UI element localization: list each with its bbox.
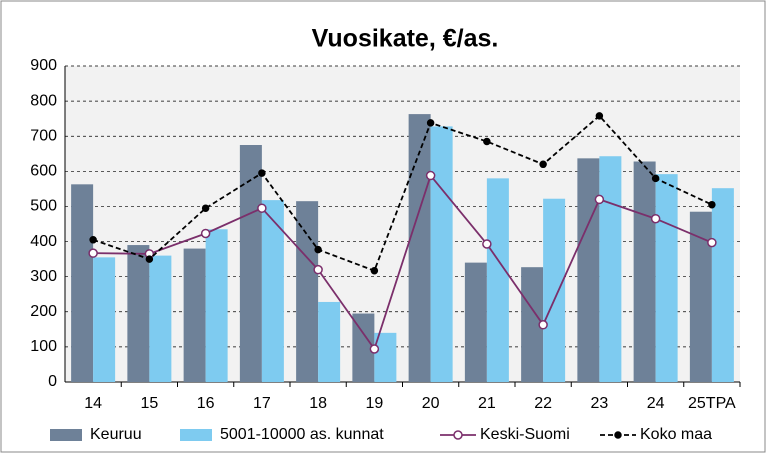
bar — [374, 332, 397, 382]
marker — [482, 239, 492, 249]
bar — [633, 161, 656, 382]
y-tick-label: 500 — [30, 198, 57, 215]
x-tick-label: 23 — [590, 395, 608, 412]
bar — [464, 262, 487, 382]
bar — [543, 198, 566, 382]
x-tick-label: 20 — [422, 395, 440, 412]
chart-title: Vuosikate, €/as. — [312, 25, 499, 53]
bar — [486, 178, 509, 382]
bar — [689, 211, 712, 382]
x-tick-label: 24 — [647, 395, 665, 412]
marker — [651, 174, 660, 183]
plot-area — [65, 66, 740, 382]
marker — [425, 170, 436, 181]
line — [92, 114, 713, 272]
marker — [595, 112, 604, 120]
x-tick-label: 14 — [84, 395, 102, 412]
y-tick-label: 200 — [30, 303, 57, 320]
bar — [430, 126, 453, 382]
bar — [239, 145, 262, 382]
marker — [88, 248, 98, 258]
bar — [261, 200, 284, 382]
y-tick-label: 700 — [30, 127, 57, 144]
legend-marker — [614, 431, 622, 439]
bar — [711, 188, 734, 382]
x-tick-label: 25TPA — [688, 395, 736, 412]
legend-label: Koko maa — [640, 426, 712, 443]
bar — [296, 201, 319, 382]
bar — [521, 267, 544, 382]
legend-marker — [453, 430, 463, 440]
bar — [205, 229, 228, 382]
marker — [200, 228, 211, 239]
bar — [71, 184, 94, 382]
bar — [599, 156, 622, 382]
x-tick-label: 15 — [140, 395, 158, 412]
marker — [369, 344, 380, 354]
marker — [708, 200, 716, 209]
legend-label: Keski-Suomi — [480, 426, 570, 443]
bar — [93, 257, 116, 382]
marker — [201, 204, 210, 212]
bar — [318, 301, 341, 382]
legend-label: Keuruu — [90, 426, 142, 443]
marker — [538, 320, 548, 330]
marker — [539, 160, 547, 169]
bar — [127, 245, 150, 382]
bar — [408, 114, 431, 382]
bar — [352, 313, 375, 382]
legend-swatch — [180, 429, 212, 441]
x-tick-label: 22 — [534, 395, 552, 412]
marker — [370, 266, 379, 275]
x-tick-label: 16 — [197, 395, 215, 412]
marker — [483, 137, 491, 146]
y-tick-label: 0 — [48, 373, 57, 390]
legend-label: 5001-10000 as. kunnat — [220, 426, 384, 443]
marker — [594, 194, 605, 205]
marker — [650, 213, 661, 224]
y-tick-label: 400 — [30, 233, 57, 250]
bar — [183, 248, 206, 382]
x-tick-label: 18 — [309, 395, 327, 412]
marker — [145, 255, 154, 263]
marker — [314, 245, 322, 254]
y-tick-label: 900 — [30, 57, 57, 74]
x-tick-label: 21 — [478, 395, 496, 412]
y-tick-label: 300 — [30, 268, 57, 285]
bar — [577, 158, 600, 382]
marker — [257, 203, 267, 213]
line — [93, 173, 713, 351]
legend-swatch — [50, 429, 82, 441]
bar — [655, 174, 678, 382]
marker — [426, 119, 435, 127]
x-tick-label: 17 — [253, 395, 271, 412]
bar — [149, 255, 172, 382]
y-tick-label: 600 — [30, 163, 57, 180]
x-tick-label: 19 — [365, 395, 383, 412]
y-tick-label: 800 — [30, 92, 57, 109]
marker — [313, 264, 323, 275]
marker — [707, 237, 717, 248]
y-tick-label: 100 — [30, 338, 57, 355]
marker — [89, 236, 97, 244]
marker — [258, 169, 266, 177]
